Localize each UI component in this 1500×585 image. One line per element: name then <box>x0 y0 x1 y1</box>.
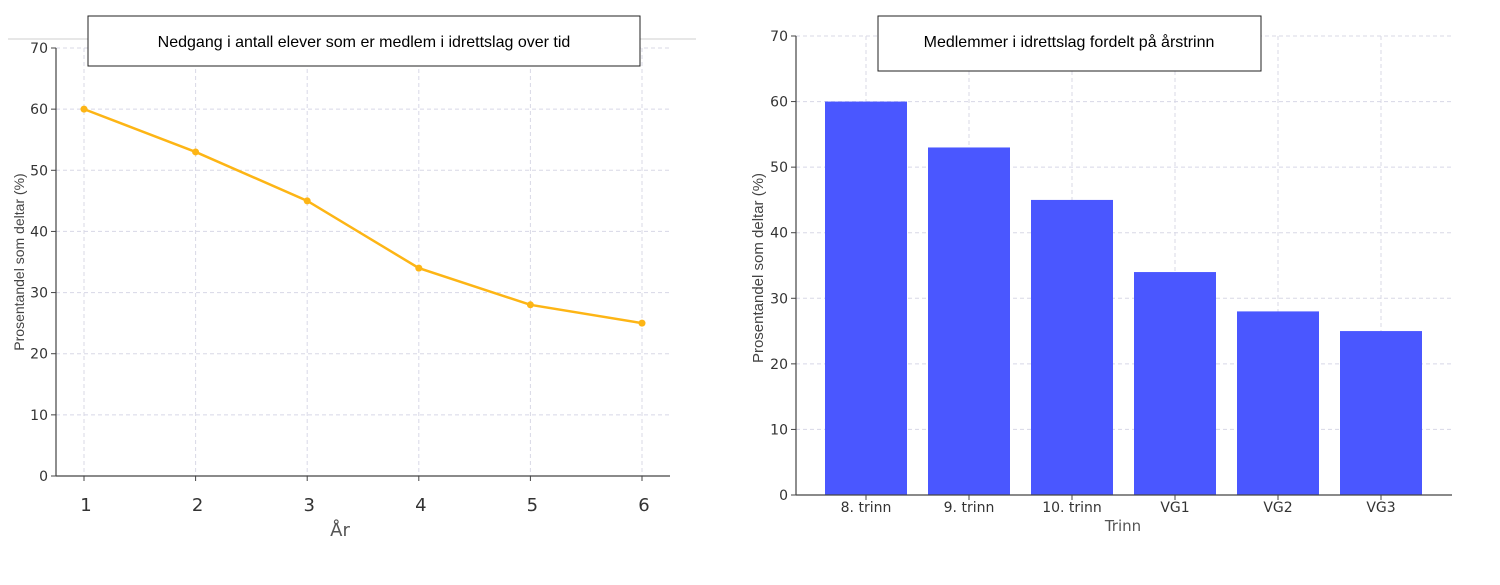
y-tick-label: 10 <box>770 422 788 438</box>
y-tick-label: 60 <box>30 102 48 118</box>
y-axis-label: Prosentandel som deltar (%) <box>750 173 767 363</box>
bar <box>1340 331 1422 495</box>
x-tick-label: 4 <box>415 495 426 516</box>
x-tick-label: 8. trinn <box>841 500 892 516</box>
line-chart-y-ticks: 0 10 20 30 40 50 60 70 <box>30 41 48 485</box>
chart-title: Medlemmer i idrettslag fordelt på årstri… <box>924 33 1215 51</box>
bar-chart: 0 10 20 30 40 50 60 70 8. trinn 9. trinn 10. trin… <box>750 15 1452 535</box>
y-tick-label: 0 <box>779 488 788 504</box>
data-point <box>638 319 646 327</box>
x-tick-label: VG3 <box>1366 500 1395 516</box>
y-tick-label: 30 <box>30 286 48 302</box>
bar-chart-axes <box>791 35 1452 500</box>
x-tick-label: 5 <box>527 495 538 516</box>
x-axis-label: År <box>330 519 350 541</box>
chart-title-box <box>87 15 641 67</box>
data-point <box>303 197 311 205</box>
y-tick-label: 50 <box>30 163 48 179</box>
data-point <box>192 148 200 156</box>
bar-chart-bars <box>825 101 1422 496</box>
bar <box>1237 311 1319 495</box>
y-tick-label: 40 <box>30 224 48 240</box>
y-tick-label: 60 <box>770 95 788 111</box>
x-tick-label: 9. trinn <box>944 500 995 516</box>
y-tick-label: 40 <box>770 226 788 242</box>
bar <box>928 147 1010 495</box>
y-tick-label: 30 <box>770 291 788 307</box>
x-axis-label: Trinn <box>1104 517 1141 535</box>
x-tick-label: 1 <box>80 495 91 516</box>
x-tick-label: 2 <box>192 495 203 516</box>
x-tick-label: VG1 <box>1160 500 1189 516</box>
x-tick-label: VG2 <box>1263 500 1292 516</box>
y-tick-label: 70 <box>30 41 48 57</box>
x-tick-label: 3 <box>303 495 314 516</box>
y-tick-label: 20 <box>30 347 48 363</box>
series-line <box>83 107 643 325</box>
bar <box>1031 199 1113 495</box>
bar-chart-x-ticks: 8. trinn 9. trinn 10. trinn VG1 VG2 VG3 <box>841 500 1396 516</box>
bar <box>825 101 907 496</box>
data-point <box>526 301 534 309</box>
y-tick-label: 20 <box>770 357 788 373</box>
x-tick-label: 10. trinn <box>1042 500 1102 516</box>
line-chart-axes <box>51 47 670 481</box>
line-chart: 0 10 20 30 40 50 60 70 1 2 3 4 5 6 År Prosentandel s… <box>8 15 696 541</box>
data-point <box>415 264 423 272</box>
line-chart-points <box>80 105 646 327</box>
chart-title-box <box>877 15 1262 72</box>
data-point <box>80 105 88 113</box>
chart-title: Nedgang i antall elever som er medlem i … <box>158 34 571 51</box>
x-tick-label: 6 <box>638 495 649 516</box>
y-tick-label: 0 <box>39 469 48 485</box>
y-tick-label: 50 <box>770 160 788 176</box>
y-axis-label: Prosentandel som deltar (%) <box>11 173 27 350</box>
y-tick-label: 70 <box>770 29 788 45</box>
bar-chart-y-ticks: 0 10 20 30 40 50 60 70 <box>770 29 788 504</box>
line-chart-grid <box>56 47 670 476</box>
bar <box>1134 272 1216 495</box>
y-tick-label: 10 <box>30 408 48 424</box>
line-chart-x-ticks: 1 2 3 4 5 6 <box>80 495 649 516</box>
